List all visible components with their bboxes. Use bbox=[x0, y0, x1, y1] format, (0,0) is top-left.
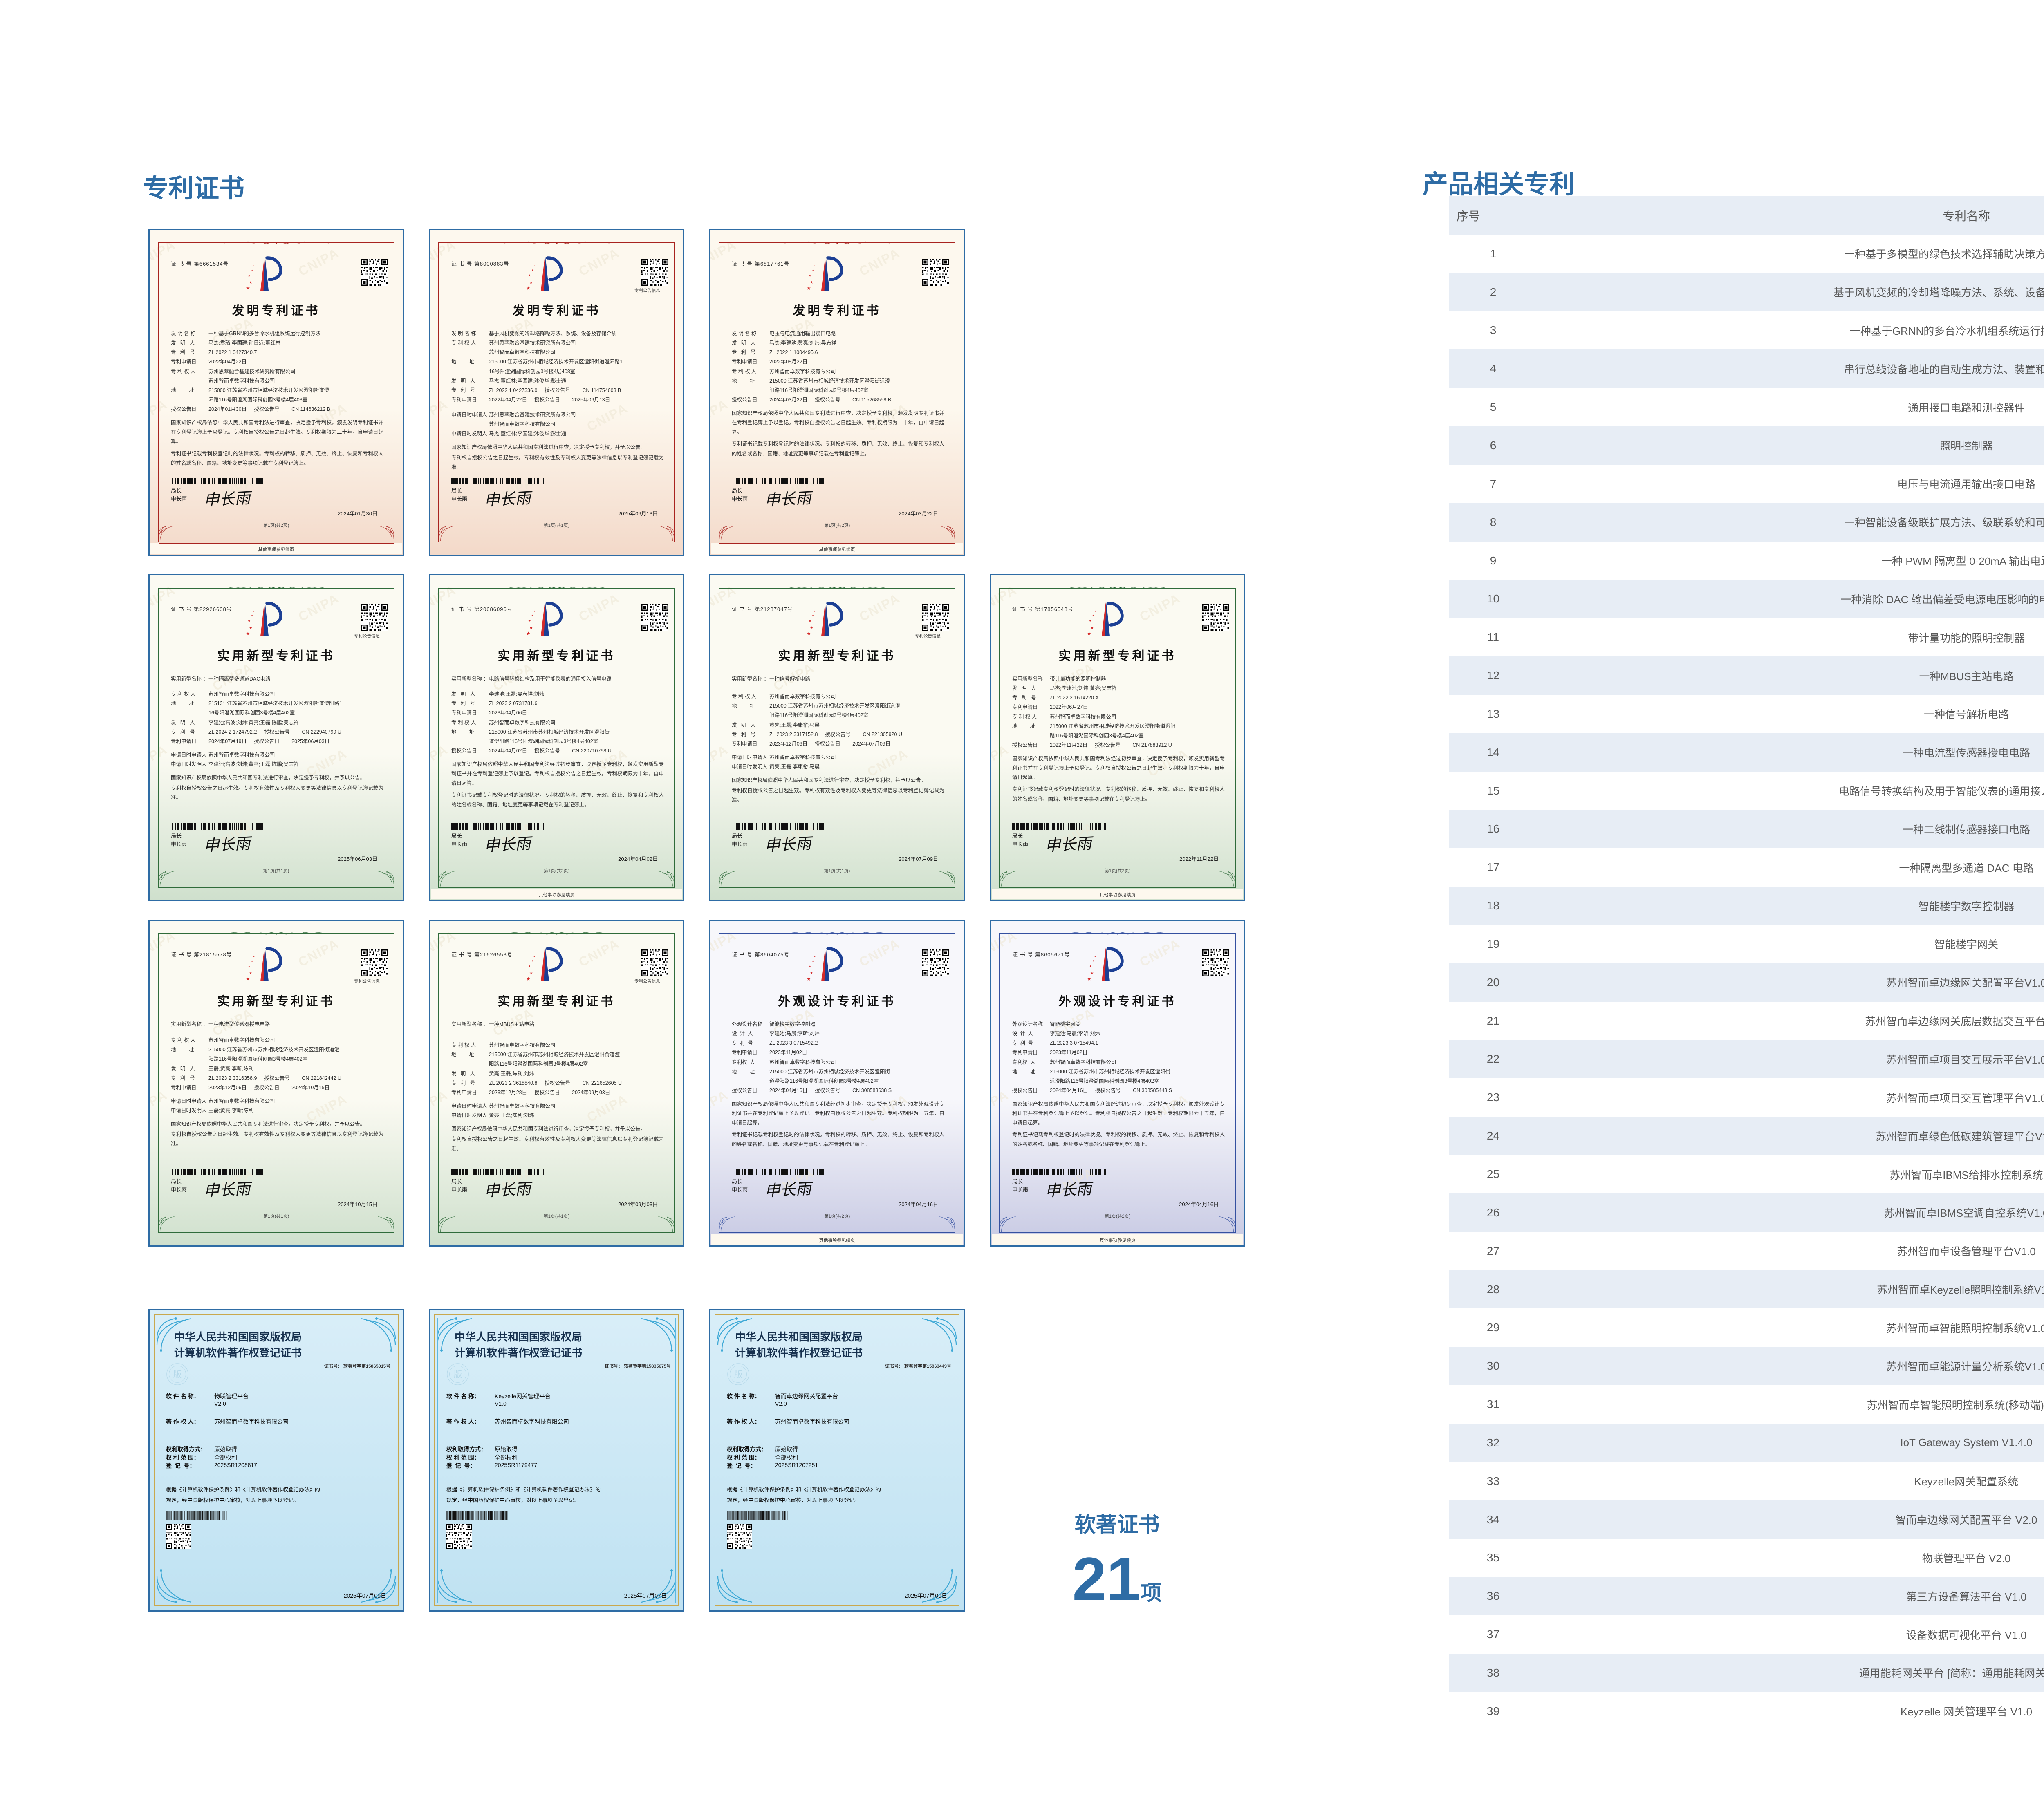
svg-text:★: ★ bbox=[1090, 971, 1094, 976]
svg-text:★: ★ bbox=[531, 269, 533, 272]
svg-text:★: ★ bbox=[248, 619, 251, 623]
svg-text:版: 版 bbox=[454, 1370, 462, 1379]
svg-text:★: ★ bbox=[812, 960, 814, 963]
svg-text:★: ★ bbox=[528, 965, 531, 968]
svg-text:★: ★ bbox=[810, 626, 814, 630]
svg-text:★: ★ bbox=[253, 265, 255, 267]
svg-text:★: ★ bbox=[529, 626, 533, 630]
svg-text:★: ★ bbox=[529, 971, 533, 976]
svg-text:★: ★ bbox=[528, 619, 531, 623]
svg-text:版: 版 bbox=[173, 1370, 182, 1379]
svg-text:★: ★ bbox=[249, 971, 253, 976]
svg-text:★: ★ bbox=[1094, 610, 1096, 612]
svg-text:★: ★ bbox=[533, 610, 536, 612]
svg-text:★: ★ bbox=[1092, 614, 1094, 617]
svg-text:★: ★ bbox=[251, 614, 253, 617]
svg-text:★: ★ bbox=[246, 976, 250, 982]
svg-text:★: ★ bbox=[809, 619, 811, 623]
svg-text:★: ★ bbox=[533, 956, 536, 958]
svg-text:★: ★ bbox=[807, 285, 811, 291]
svg-text:★: ★ bbox=[533, 265, 536, 267]
svg-text:★: ★ bbox=[814, 610, 816, 612]
svg-text:★: ★ bbox=[531, 960, 533, 963]
svg-text:★: ★ bbox=[812, 269, 814, 272]
svg-text:★: ★ bbox=[248, 274, 251, 278]
svg-text:★: ★ bbox=[1090, 626, 1094, 630]
svg-text:★: ★ bbox=[809, 965, 811, 968]
svg-text:★: ★ bbox=[526, 976, 531, 982]
svg-text:★: ★ bbox=[1087, 631, 1091, 636]
svg-text:★: ★ bbox=[809, 274, 811, 278]
svg-text:★: ★ bbox=[810, 971, 814, 976]
svg-text:★: ★ bbox=[249, 626, 253, 630]
svg-text:★: ★ bbox=[1092, 960, 1094, 963]
svg-text:★: ★ bbox=[253, 956, 255, 958]
svg-text:★: ★ bbox=[807, 976, 811, 982]
svg-text:★: ★ bbox=[1094, 956, 1096, 958]
svg-text:★: ★ bbox=[810, 280, 814, 285]
svg-text:★: ★ bbox=[528, 274, 531, 278]
svg-text:★: ★ bbox=[1089, 619, 1092, 623]
svg-text:★: ★ bbox=[526, 285, 531, 291]
svg-text:★: ★ bbox=[251, 960, 253, 963]
svg-text:★: ★ bbox=[1089, 965, 1092, 968]
svg-text:★: ★ bbox=[526, 631, 531, 636]
svg-text:★: ★ bbox=[246, 285, 250, 291]
svg-text:版: 版 bbox=[734, 1370, 743, 1379]
svg-text:★: ★ bbox=[531, 614, 533, 617]
svg-text:★: ★ bbox=[249, 280, 253, 285]
svg-text:★: ★ bbox=[814, 265, 816, 267]
svg-text:★: ★ bbox=[807, 631, 811, 636]
svg-text:★: ★ bbox=[814, 956, 816, 958]
svg-text:★: ★ bbox=[529, 280, 533, 285]
svg-text:★: ★ bbox=[1087, 976, 1091, 982]
svg-text:★: ★ bbox=[253, 610, 255, 612]
svg-text:★: ★ bbox=[246, 631, 250, 636]
svg-text:★: ★ bbox=[248, 965, 251, 968]
svg-text:★: ★ bbox=[251, 269, 253, 272]
svg-text:★: ★ bbox=[812, 614, 814, 617]
